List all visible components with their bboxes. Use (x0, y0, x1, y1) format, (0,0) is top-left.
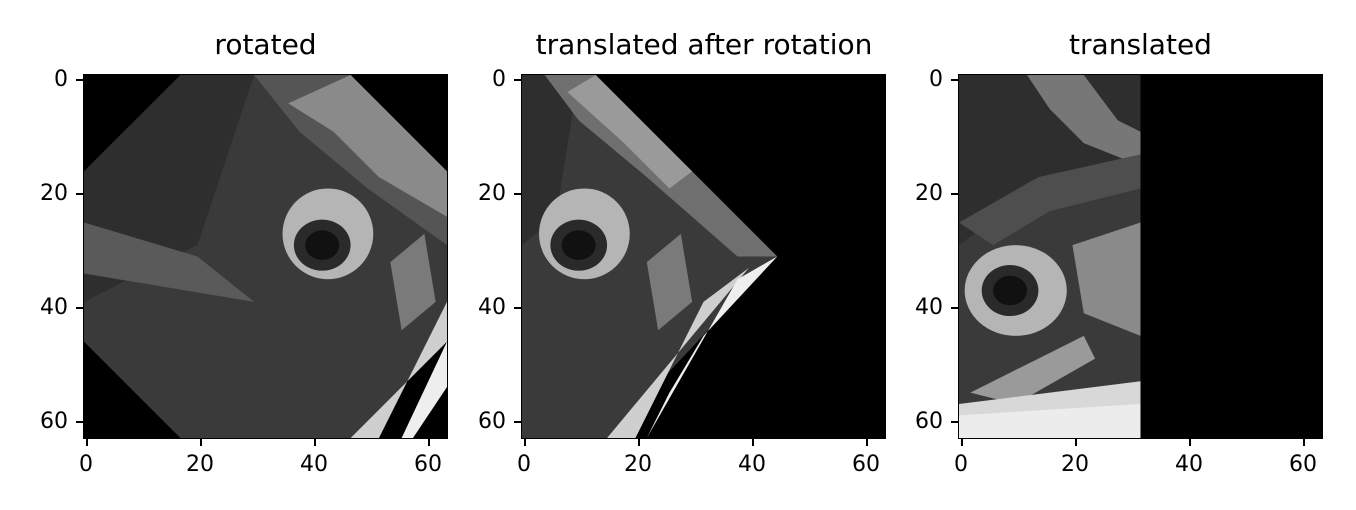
ytick-label: 40 (40, 295, 68, 320)
rotated-image (84, 75, 447, 438)
ytick-label: 0 (929, 67, 943, 92)
panel-title-translated: translated (1069, 28, 1212, 61)
xtick-label: 0 (954, 452, 968, 477)
panel-title-translated-after-rotation: translated after rotation (535, 28, 873, 61)
translated-image (959, 75, 1322, 438)
xtick-label: 20 (1061, 452, 1089, 477)
xtick-label: 60 (414, 452, 442, 477)
panel-title-rotated: rotated (214, 28, 317, 61)
image-panel-translated (958, 74, 1323, 439)
xtick-label: 40 (1175, 452, 1203, 477)
xtick-label: 40 (738, 452, 766, 477)
image-panel-rotated (83, 74, 448, 439)
xtick-label: 60 (852, 452, 880, 477)
ytick-label: 20 (478, 181, 506, 206)
xtick-label: 0 (517, 452, 531, 477)
ytick-label: 20 (915, 181, 943, 206)
ytick-label: 60 (40, 409, 68, 434)
ytick-label: 0 (492, 67, 506, 92)
xtick-label: 20 (624, 452, 652, 477)
xtick-label: 60 (1289, 452, 1317, 477)
ytick-label: 60 (478, 409, 506, 434)
ytick-label: 60 (915, 409, 943, 434)
image-panel-translated-after-rotation (521, 74, 886, 439)
ytick-label: 20 (40, 181, 68, 206)
ytick-label: 0 (54, 67, 68, 92)
xtick-label: 40 (300, 452, 328, 477)
xtick-label: 0 (79, 452, 93, 477)
translated-after-rotation-image (522, 75, 885, 438)
xtick-label: 20 (186, 452, 214, 477)
ytick-label: 40 (478, 295, 506, 320)
ytick-label: 40 (915, 295, 943, 320)
